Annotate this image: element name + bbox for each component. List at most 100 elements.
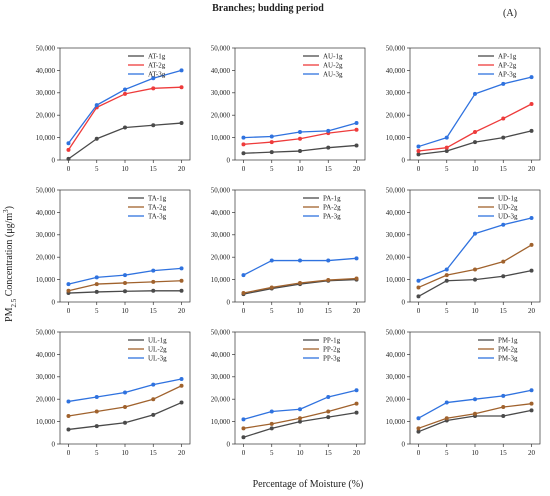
data-point [501, 393, 506, 398]
x-tick-label: 0 [242, 449, 246, 457]
data-point [179, 377, 184, 382]
legend-label: UL-1g [148, 337, 167, 345]
x-tick-label: 15 [500, 449, 508, 457]
data-point [444, 267, 449, 272]
data-point [501, 81, 506, 86]
data-point [123, 390, 127, 395]
x-tick-label: 5 [95, 307, 99, 315]
x-tick-label: 0 [417, 165, 421, 173]
data-point [151, 288, 156, 293]
x-tick-label: 10 [297, 307, 305, 315]
data-point [529, 401, 534, 406]
data-point [416, 152, 421, 157]
y-tick-label: 40,000 [211, 209, 231, 217]
data-point [298, 407, 302, 412]
data-point [179, 68, 184, 73]
y-tick-label: 30,000 [386, 89, 406, 97]
chart-panels: 0 10,000 20,000 30,000 40,000 50,000 0 5 10 15 20 A… [36, 44, 541, 457]
y-tick-label: 50,000 [211, 186, 231, 194]
y-tick-label: 0 [52, 156, 56, 164]
legend-label: PP-2g [323, 346, 341, 354]
legend-label: PM-3g [498, 355, 518, 363]
data-point [94, 136, 99, 141]
data-point [123, 420, 127, 425]
x-tick-label: 20 [178, 307, 186, 315]
data-point [179, 288, 184, 293]
x-tick-label: 10 [472, 449, 480, 457]
data-point [269, 421, 274, 426]
data-point [241, 135, 246, 140]
data-point [269, 134, 274, 139]
y-tick-label: 10,000 [211, 134, 231, 142]
data-point [151, 123, 156, 128]
legend-label: TA-3g [148, 213, 167, 221]
y-tick-label: 10,000 [211, 418, 231, 426]
x-tick-label: 0 [67, 449, 71, 457]
data-point [298, 280, 302, 285]
legend-label: AP-1g [498, 53, 517, 61]
data-point [444, 149, 449, 154]
legend-label: PA-3g [323, 213, 341, 221]
data-point [123, 125, 127, 130]
data-point [151, 382, 156, 387]
data-point [241, 273, 246, 278]
x-tick-label: 15 [150, 449, 158, 457]
chart-panel-3: 0 10,000 20,000 30,000 40,000 50,000 0 5 10 15 20 A… [386, 44, 541, 173]
y-tick-label: 20,000 [36, 112, 56, 120]
y-tick-label: 10,000 [36, 418, 56, 426]
x-tick-label: 5 [270, 307, 274, 315]
y-tick-label: 40,000 [36, 67, 56, 75]
y-tick-label: 0 [227, 298, 231, 306]
chart-panel-2: 0 10,000 20,000 30,000 40,000 50,000 0 5 10 15 20 A… [211, 44, 366, 173]
data-point [354, 121, 359, 126]
y-tick-label: 30,000 [386, 373, 406, 381]
data-point [416, 278, 421, 283]
data-point [501, 135, 506, 140]
data-point [444, 400, 449, 405]
data-point [298, 130, 302, 134]
data-point [66, 288, 71, 293]
data-point [501, 414, 506, 418]
data-point [123, 273, 127, 278]
y-axis-label: PM2.5 Concentration (μg/m3) [2, 206, 18, 322]
chart-panel-7: 0 10,000 20,000 30,000 40,000 50,000 0 5 10 15 20 U… [36, 328, 191, 457]
data-point [529, 216, 534, 220]
data-point [66, 399, 71, 404]
data-point [179, 121, 184, 126]
y-tick-label: 10,000 [36, 276, 56, 284]
data-point [354, 256, 359, 261]
x-tick-label: 0 [417, 449, 421, 457]
y-tick-label: 0 [402, 156, 406, 164]
series-line [67, 86, 182, 151]
y-tick-label: 10,000 [386, 134, 406, 142]
x-tick-label: 5 [270, 165, 274, 173]
y-tick-label: 40,000 [36, 209, 56, 217]
x-tick-label: 15 [150, 307, 158, 315]
legend-label: UL-3g [148, 355, 167, 363]
data-point [416, 426, 421, 431]
series-line [68, 378, 182, 403]
y-tick-label: 50,000 [386, 328, 406, 336]
data-point [269, 258, 274, 263]
data-point [123, 87, 127, 92]
data-point [241, 426, 246, 431]
data-point [444, 278, 449, 283]
data-point [501, 116, 506, 121]
x-tick-label: 0 [67, 165, 71, 173]
data-point [354, 276, 359, 281]
data-point [269, 140, 274, 145]
series-line [418, 76, 532, 148]
y-tick-label: 0 [402, 440, 406, 448]
plot-frame [59, 331, 191, 445]
data-point [66, 427, 71, 432]
legend-label: TA-2g [148, 204, 167, 212]
legend-label: AP-2g [498, 62, 517, 70]
x-tick-label: 10 [472, 165, 480, 173]
data-point [179, 278, 184, 283]
x-tick-label: 10 [472, 307, 480, 315]
x-tick-label: 5 [95, 449, 99, 457]
x-axis-label: Percentage of Moisture (%) [253, 479, 364, 490]
y-tick-label: 20,000 [36, 254, 56, 262]
x-tick-label: 5 [445, 449, 449, 457]
